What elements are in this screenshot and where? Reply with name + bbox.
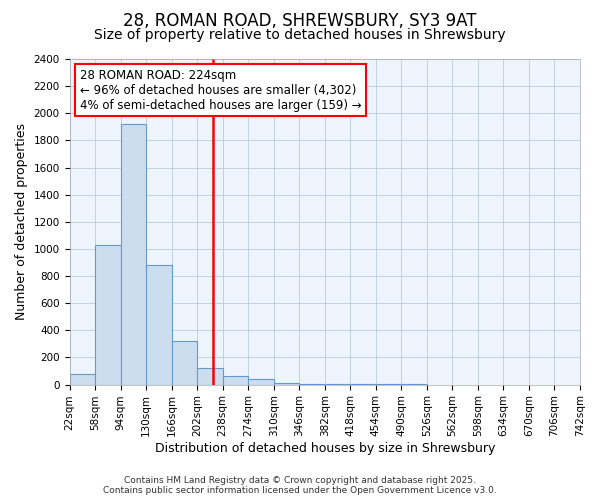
Bar — [121, 124, 146, 384]
Text: Contains HM Land Registry data © Crown copyright and database right 2025.
Contai: Contains HM Land Registry data © Crown c… — [103, 476, 497, 495]
Bar — [274, 383, 299, 384]
Bar — [172, 341, 197, 384]
Bar — [197, 368, 223, 384]
Bar — [248, 379, 274, 384]
Y-axis label: Number of detached properties: Number of detached properties — [15, 124, 28, 320]
Text: 28 ROMAN ROAD: 224sqm
← 96% of detached houses are smaller (4,302)
4% of semi-de: 28 ROMAN ROAD: 224sqm ← 96% of detached … — [80, 69, 361, 112]
Text: Size of property relative to detached houses in Shrewsbury: Size of property relative to detached ho… — [94, 28, 506, 42]
X-axis label: Distribution of detached houses by size in Shrewsbury: Distribution of detached houses by size … — [155, 442, 495, 455]
Bar — [95, 245, 121, 384]
Bar — [146, 265, 172, 384]
Bar — [70, 374, 95, 384]
Bar — [223, 376, 248, 384]
Text: 28, ROMAN ROAD, SHREWSBURY, SY3 9AT: 28, ROMAN ROAD, SHREWSBURY, SY3 9AT — [123, 12, 477, 30]
